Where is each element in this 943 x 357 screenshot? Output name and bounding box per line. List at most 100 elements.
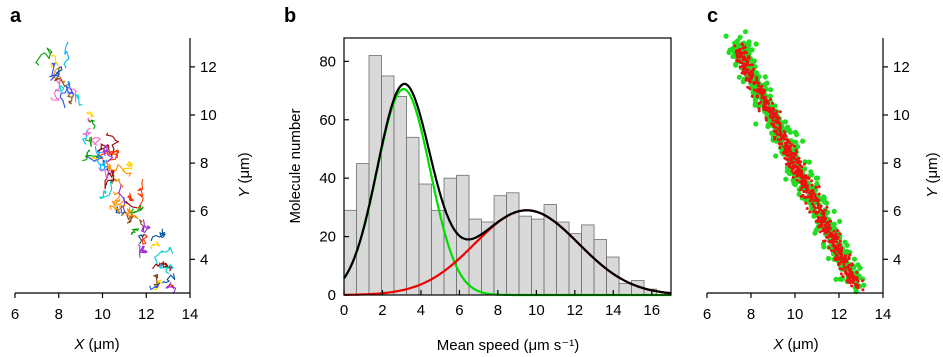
localization-point-red bbox=[760, 84, 764, 88]
localization-point-red bbox=[805, 187, 809, 191]
localization-point-red bbox=[837, 247, 841, 251]
trajectory bbox=[118, 184, 128, 203]
panel-a-trajectory-plot: 6 8 10 12 14 4 6 8 10 12 X (μm) Y (μm) bbox=[11, 38, 253, 353]
localization-point-red bbox=[771, 113, 775, 116]
localization-point-red bbox=[742, 51, 746, 55]
localization-point-red bbox=[771, 116, 775, 119]
localization-point-red bbox=[787, 145, 791, 149]
trajectory bbox=[54, 84, 65, 92]
localization-point-red bbox=[741, 70, 745, 73]
localization-point-green bbox=[851, 256, 858, 262]
localization-point-red bbox=[820, 223, 824, 227]
localization-point-red bbox=[841, 267, 844, 271]
histogram-bar bbox=[418, 183, 432, 296]
localization-point-red bbox=[844, 271, 848, 275]
panel-a-y-ticks: 4 6 8 10 12 bbox=[190, 59, 217, 268]
localization-point-red bbox=[800, 165, 804, 169]
trajectory bbox=[59, 82, 74, 109]
localization-point-red bbox=[774, 119, 778, 123]
localization-point-red bbox=[771, 101, 774, 105]
localization-point-red bbox=[823, 239, 827, 243]
localization-point-red bbox=[781, 151, 785, 155]
panel-c-localization-plot: 6 8 10 12 14 4 6 8 10 12 X (μm) Y (μm) bbox=[703, 29, 941, 353]
localization-point-red bbox=[752, 88, 756, 92]
localization-point-red bbox=[814, 185, 818, 189]
localization-point-red bbox=[764, 101, 768, 105]
histogram-bar bbox=[581, 224, 595, 296]
panel-label-b: b bbox=[284, 5, 296, 27]
panel-b-x-tick-label: 16 bbox=[643, 302, 660, 319]
localization-point-red bbox=[762, 108, 766, 111]
histogram-bar bbox=[618, 282, 632, 296]
localization-point-green bbox=[837, 218, 843, 224]
trajectory bbox=[82, 127, 92, 136]
localization-point-red bbox=[808, 210, 812, 214]
localization-point-red bbox=[803, 185, 807, 189]
localization-point-red bbox=[828, 231, 832, 235]
localization-point-red bbox=[771, 118, 775, 122]
localization-point-green bbox=[792, 129, 799, 135]
localization-point-red bbox=[767, 109, 771, 113]
localization-point-red bbox=[803, 182, 807, 185]
localization-point-red bbox=[757, 107, 761, 111]
trajectory bbox=[161, 273, 176, 284]
trajectory bbox=[104, 170, 115, 190]
panel-b-frame bbox=[343, 37, 672, 296]
localization-point-red bbox=[778, 110, 782, 114]
trajectory bbox=[68, 88, 77, 103]
localization-point-red bbox=[746, 85, 750, 89]
localization-point-green bbox=[837, 276, 843, 282]
localization-point-red bbox=[804, 175, 808, 179]
localization-point-red bbox=[818, 230, 822, 234]
panel-b-x-ticks: 0 2 4 6 8 10 12 14 16 bbox=[340, 290, 660, 319]
localization-point-green bbox=[812, 230, 818, 236]
localization-point-red bbox=[810, 183, 814, 187]
localization-point-red bbox=[737, 54, 741, 58]
panel-b-histogram: 0 2 4 6 8 10 12 14 16 0 20 40 60 80 Mean speed (μm s… bbox=[287, 37, 672, 354]
localization-point-green bbox=[730, 46, 737, 53]
panel-b-x-tick-label: 10 bbox=[528, 302, 545, 319]
panel-b-y-tick-label: 80 bbox=[319, 53, 336, 70]
localization-point-green bbox=[793, 139, 799, 145]
localization-point-red bbox=[778, 142, 782, 146]
localization-point-green bbox=[752, 97, 759, 103]
localization-point-red bbox=[772, 125, 776, 128]
localization-point-green bbox=[806, 159, 812, 165]
localization-point-red bbox=[832, 236, 836, 240]
localization-point-green bbox=[752, 102, 758, 108]
localization-point-red bbox=[854, 277, 858, 281]
localization-point-red bbox=[768, 97, 772, 101]
localization-point-red bbox=[778, 127, 782, 131]
localization-point-green bbox=[740, 79, 746, 85]
localization-point-red bbox=[771, 110, 775, 114]
localization-point-red bbox=[799, 169, 803, 173]
localization-point-red bbox=[785, 154, 789, 158]
localization-point-green bbox=[814, 181, 820, 187]
localization-point-green bbox=[745, 47, 751, 53]
localization-point-green bbox=[753, 41, 759, 47]
localization-point-red bbox=[743, 57, 747, 61]
localization-point-red bbox=[831, 244, 835, 248]
panel-a-y-tick-label: 6 bbox=[200, 203, 208, 220]
localization-point-red bbox=[741, 43, 745, 47]
localization-point-red bbox=[841, 275, 845, 278]
localization-point-red bbox=[814, 210, 818, 214]
localization-point-red bbox=[800, 182, 804, 186]
localization-point-red bbox=[850, 284, 854, 288]
localization-point-red bbox=[788, 154, 792, 157]
localization-point-red bbox=[784, 148, 787, 152]
panel-a-x-tick-label: 8 bbox=[55, 306, 63, 323]
localization-point-red bbox=[816, 206, 820, 210]
localization-point-red bbox=[800, 186, 804, 190]
trajectory bbox=[114, 178, 124, 189]
localization-point-red bbox=[748, 63, 752, 67]
localization-point-red bbox=[786, 162, 790, 166]
localization-point-red bbox=[733, 44, 737, 48]
localization-point-red bbox=[742, 67, 746, 71]
trajectory bbox=[106, 163, 132, 177]
trajectory bbox=[105, 149, 120, 165]
localization-point-red bbox=[856, 279, 860, 283]
localization-point-red bbox=[861, 288, 865, 292]
trajectory bbox=[50, 79, 61, 101]
